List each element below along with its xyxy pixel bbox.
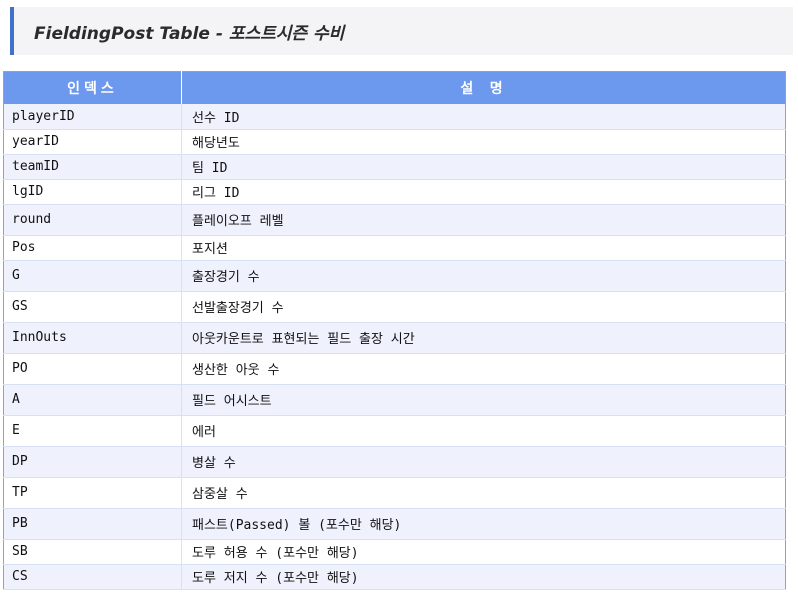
index-cell: SB <box>3 539 182 565</box>
table-row: DP 병살 수 <box>3 446 786 478</box>
table-row: E 에러 <box>3 415 786 447</box>
table-row: InnOuts 아웃카운트로 표현되는 필드 출장 시간 <box>3 322 786 354</box>
description-cell: 출장경기 수 <box>181 260 786 292</box>
description-cell: 팀 ID <box>181 154 786 180</box>
description-cell: 플레이오프 레벨 <box>181 204 786 236</box>
index-cell: A <box>3 384 182 416</box>
description-cell: 패스트(Passed) 볼 (포수만 해당) <box>181 508 786 540</box>
description-cell: 에러 <box>181 415 786 447</box>
index-cell: lgID <box>3 179 182 205</box>
header-index: 인덱스 <box>3 71 182 104</box>
table-header-row: 인덱스 설 명 <box>3 71 786 104</box>
index-cell: round <box>3 204 182 236</box>
description-cell: 리그 ID <box>181 179 786 205</box>
table-row: yearID 해당년도 <box>3 129 786 155</box>
description-cell: 도루 허용 수 (포수만 해당) <box>181 539 786 565</box>
index-cell: Pos <box>3 235 182 261</box>
table-row: PB 패스트(Passed) 볼 (포수만 해당) <box>3 508 786 540</box>
table-row: Pos 포지션 <box>3 235 786 261</box>
table-row: G 출장경기 수 <box>3 260 786 292</box>
fielding-post-table: 인덱스 설 명 playerID 선수 ID yearID 해당년도 teamID 팀 I… <box>3 71 786 590</box>
index-cell: TP <box>3 477 182 509</box>
table-row: playerID 선수 ID <box>3 104 786 130</box>
index-cell: InnOuts <box>3 322 182 354</box>
table-row: GS 선발출장경기 수 <box>3 291 786 323</box>
description-cell: 선발출장경기 수 <box>181 291 786 323</box>
table-row: round 플레이오프 레벨 <box>3 204 786 236</box>
description-cell: 삼중살 수 <box>181 477 786 509</box>
index-cell: DP <box>3 446 182 478</box>
header-description: 설 명 <box>181 71 786 104</box>
description-cell: 포지션 <box>181 235 786 261</box>
index-cell: E <box>3 415 182 447</box>
index-cell: yearID <box>3 129 182 155</box>
description-cell: 도루 저지 수 (포수만 해당) <box>181 564 786 590</box>
table-row: teamID 팀 ID <box>3 154 786 180</box>
table-row: lgID 리그 ID <box>3 179 786 205</box>
table-body: playerID 선수 ID yearID 해당년도 teamID 팀 ID lgID 리그 … <box>3 104 786 590</box>
description-cell: 병살 수 <box>181 446 786 478</box>
table-row: SB 도루 허용 수 (포수만 해당) <box>3 539 786 565</box>
description-cell: 아웃카운트로 표현되는 필드 출장 시간 <box>181 322 786 354</box>
description-cell: 선수 ID <box>181 104 786 130</box>
description-cell: 생산한 아웃 수 <box>181 353 786 385</box>
description-cell: 필드 어시스트 <box>181 384 786 416</box>
index-cell: teamID <box>3 154 182 180</box>
index-cell: CS <box>3 564 182 590</box>
index-cell: G <box>3 260 182 292</box>
index-cell: PB <box>3 508 182 540</box>
index-cell: PO <box>3 353 182 385</box>
index-cell: GS <box>3 291 182 323</box>
page-title: FieldingPost Table - 포스트시즌 수비 <box>34 24 345 44</box>
title-box: FieldingPost Table - 포스트시즌 수비 <box>10 7 793 55</box>
table-row: CS 도루 저지 수 (포수만 해당) <box>3 564 786 590</box>
table-row: A 필드 어시스트 <box>3 384 786 416</box>
description-cell: 해당년도 <box>181 129 786 155</box>
index-cell: playerID <box>3 104 182 130</box>
table-row: PO 생산한 아웃 수 <box>3 353 786 385</box>
table-row: TP 삼중살 수 <box>3 477 786 509</box>
